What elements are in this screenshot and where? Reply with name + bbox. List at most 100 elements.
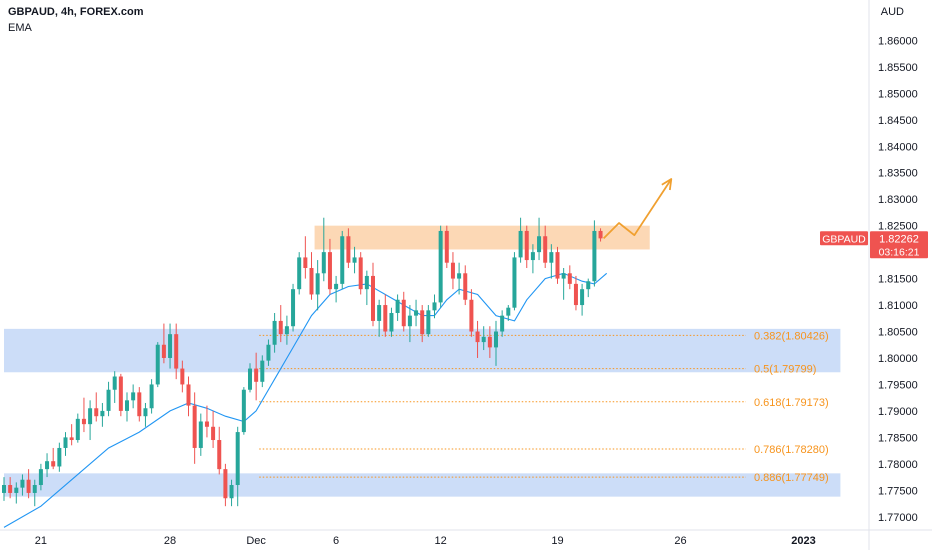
candle (112, 376, 117, 390)
projection-path (602, 178, 673, 239)
candle (364, 275, 369, 290)
price-tick-label: 1.81500 (878, 274, 918, 286)
price-tick-label: 1.79000 (878, 406, 918, 418)
fibonacci-layer: 0.382(1.80426) 0.5(1.79799) 0.618(1.79173)… (259, 330, 829, 484)
candle (260, 360, 265, 382)
price-tick-label: 1.77500 (878, 485, 918, 497)
candle (211, 426, 216, 441)
indicator-label[interactable]: EMA (8, 22, 32, 34)
time-tick-label: 26 (674, 535, 686, 547)
candle (352, 257, 357, 263)
time-tick-label: 6 (333, 535, 339, 547)
price-tick-label: 1.84000 (878, 141, 918, 153)
candle (186, 384, 191, 406)
ema-line (3, 272, 608, 528)
candle (223, 469, 228, 499)
candle (481, 336, 486, 343)
candle (518, 230, 523, 258)
candle (118, 376, 123, 411)
price-tick-label: 1.82500 (878, 221, 918, 233)
candle (51, 461, 56, 467)
candle (358, 257, 363, 290)
price-tag-box (870, 231, 928, 259)
currency-label: AUD (880, 6, 904, 18)
candle (592, 230, 597, 282)
candle (32, 485, 37, 493)
candle (487, 336, 492, 348)
candle (500, 315, 505, 332)
candle (284, 326, 289, 335)
candle (241, 389, 246, 433)
candle (407, 315, 412, 327)
candle (567, 273, 572, 284)
candle (598, 230, 603, 239)
price-tick-label: 1.78500 (878, 432, 918, 444)
candle (88, 408, 93, 425)
candle (45, 461, 50, 470)
time-tick-label: 21 (35, 535, 47, 547)
projection-layer (602, 178, 673, 239)
candle (371, 275, 375, 321)
candle (149, 384, 154, 409)
price-tick-label: 1.83000 (878, 194, 918, 206)
candle (524, 230, 529, 261)
time-tick-label: Dec (246, 535, 266, 547)
candle (137, 392, 142, 417)
candle (180, 368, 185, 385)
candle (340, 236, 345, 284)
price-tick-label: 1.79500 (878, 379, 918, 391)
fib-label-4: 0.886(1.77749) (754, 472, 829, 484)
candle (475, 331, 480, 343)
candle (315, 273, 320, 295)
candle (395, 299, 400, 313)
price-tick-label: 1.81000 (878, 300, 918, 312)
candle (543, 236, 548, 263)
candle (303, 257, 308, 268)
fib-label-0: 0.382(1.80426) (754, 330, 829, 342)
candle (291, 289, 296, 327)
candle (309, 268, 314, 295)
candle (555, 252, 560, 279)
candle (235, 432, 240, 486)
time-axis[interactable]: 21 28 Dec 6 12 19 26 2023 (0, 529, 932, 547)
candle (192, 405, 197, 448)
candle (438, 230, 443, 303)
candle (426, 310, 431, 335)
candle (161, 344, 166, 358)
price-tick-label: 1.84500 (878, 115, 918, 127)
candle (389, 312, 394, 332)
candle (401, 299, 406, 327)
candle (494, 331, 498, 348)
time-tick-label: 2023 (791, 535, 815, 547)
candle (469, 299, 474, 332)
price-tick-label: 1.80500 (878, 327, 918, 339)
price-axis[interactable]: 1.86000 1.85500 1.85000 1.84500 1.84000 1.835… (868, 0, 918, 550)
price-tag-value: 1.82262 (879, 233, 919, 245)
price-tag-symbol-box (820, 231, 868, 246)
time-tick-label: 12 (435, 535, 447, 547)
support-zone-2 (4, 473, 841, 497)
candle (2, 485, 6, 493)
candle (217, 440, 222, 470)
candles-layer (2, 217, 603, 507)
candle (586, 281, 591, 290)
time-tick-label: 19 (551, 535, 563, 547)
fib-label-2: 0.618(1.79173) (754, 397, 829, 409)
candle (143, 408, 148, 417)
candle (174, 334, 179, 369)
candle (168, 334, 173, 358)
candle (100, 410, 105, 417)
candle (414, 310, 419, 316)
candle (38, 469, 43, 486)
candle (463, 273, 468, 300)
price-tick-label: 1.83500 (878, 168, 918, 180)
symbol-title[interactable]: GBPAUD, 4h, FOREX.com (8, 6, 144, 18)
candle (198, 421, 203, 448)
candle (457, 273, 462, 279)
price-tick-label: 1.86000 (878, 35, 918, 47)
zones-layer (4, 225, 841, 497)
candle (420, 310, 425, 335)
